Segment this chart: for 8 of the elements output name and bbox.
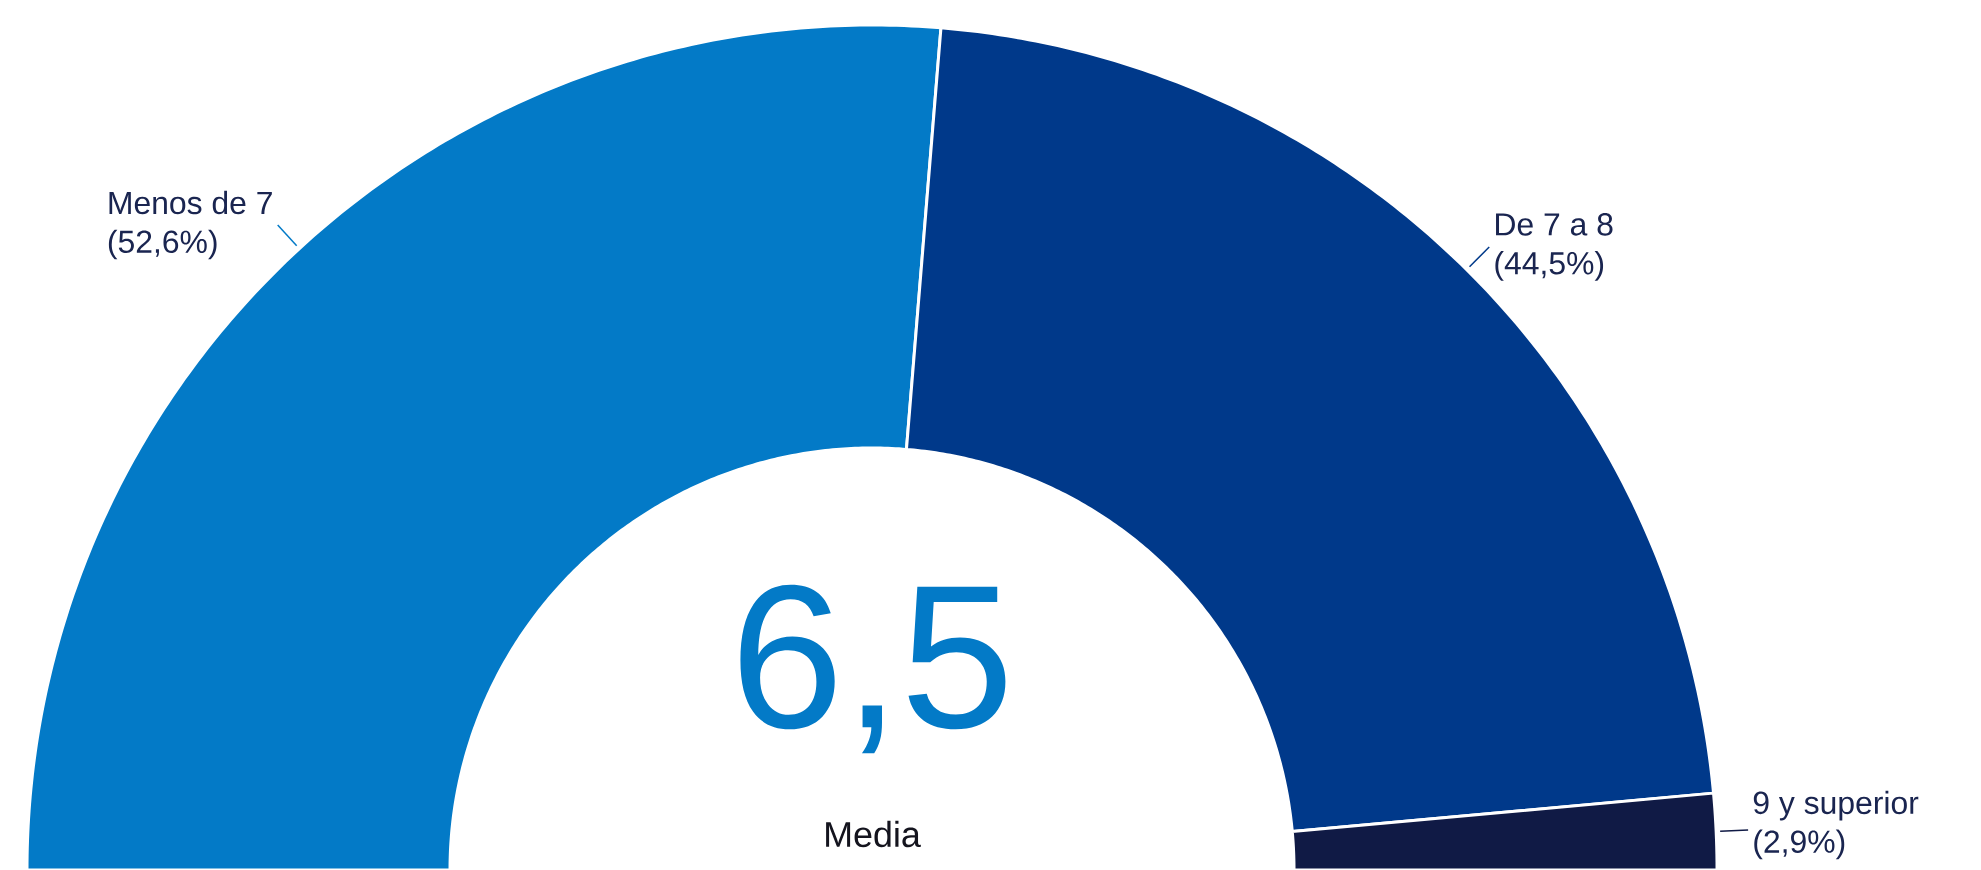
data-label: (44,5%): [1495, 251, 1604, 281]
text: Media: [826, 820, 921, 848]
data-label: (52,6%): [108, 229, 217, 260]
slice-label: Menos de 7: [109, 190, 272, 215]
text: 6,5: [740, 584, 1006, 754]
slice-label: De 7 a 8: [1496, 213, 1613, 236]
slice-label: 9 y superior: [1753, 790, 1919, 821]
data-label: (2,9%): [1754, 829, 1845, 860]
